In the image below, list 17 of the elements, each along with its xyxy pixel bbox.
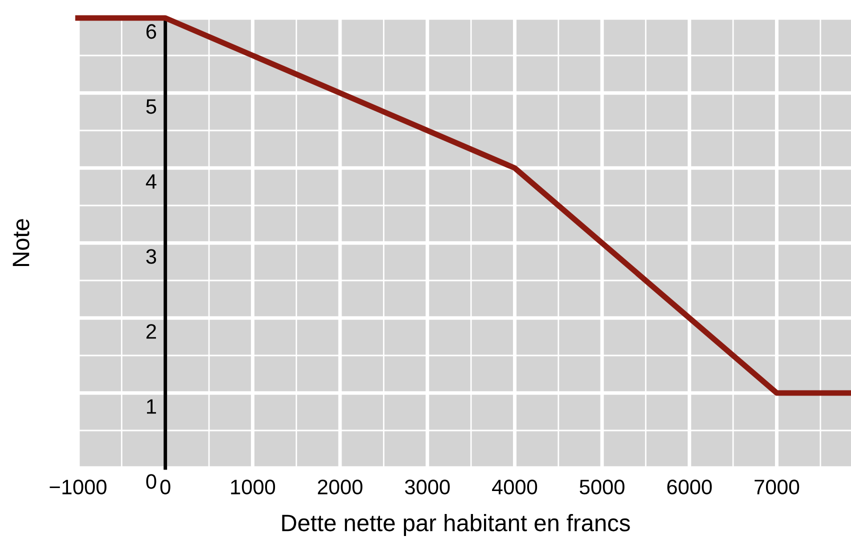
x-axis-title: Dette nette par habitant en francs	[282, 514, 630, 536]
y-tick-label: 4	[146, 174, 156, 189]
y-tick-label: 2	[146, 324, 156, 339]
x-tick-label: 3000	[405, 480, 450, 494]
x-tick-label: 2000	[318, 480, 362, 494]
y-tick-label: 3	[146, 249, 156, 264]
x-tick-label: 5000	[580, 480, 624, 494]
y-tick-label: 5	[146, 99, 156, 114]
x-tick-label: 0	[160, 480, 170, 494]
y-tick-label: 6	[146, 24, 156, 39]
x-tick-label: 4000	[492, 480, 538, 494]
y-axis-title: Note	[12, 219, 30, 266]
x-tick-label: 7000	[754, 480, 800, 494]
x-tick-label: −1000	[50, 480, 106, 494]
y-tick-label: 1	[147, 399, 156, 414]
x-tick-label: 1000	[231, 480, 276, 494]
x-tick-label: 6000	[667, 480, 712, 494]
